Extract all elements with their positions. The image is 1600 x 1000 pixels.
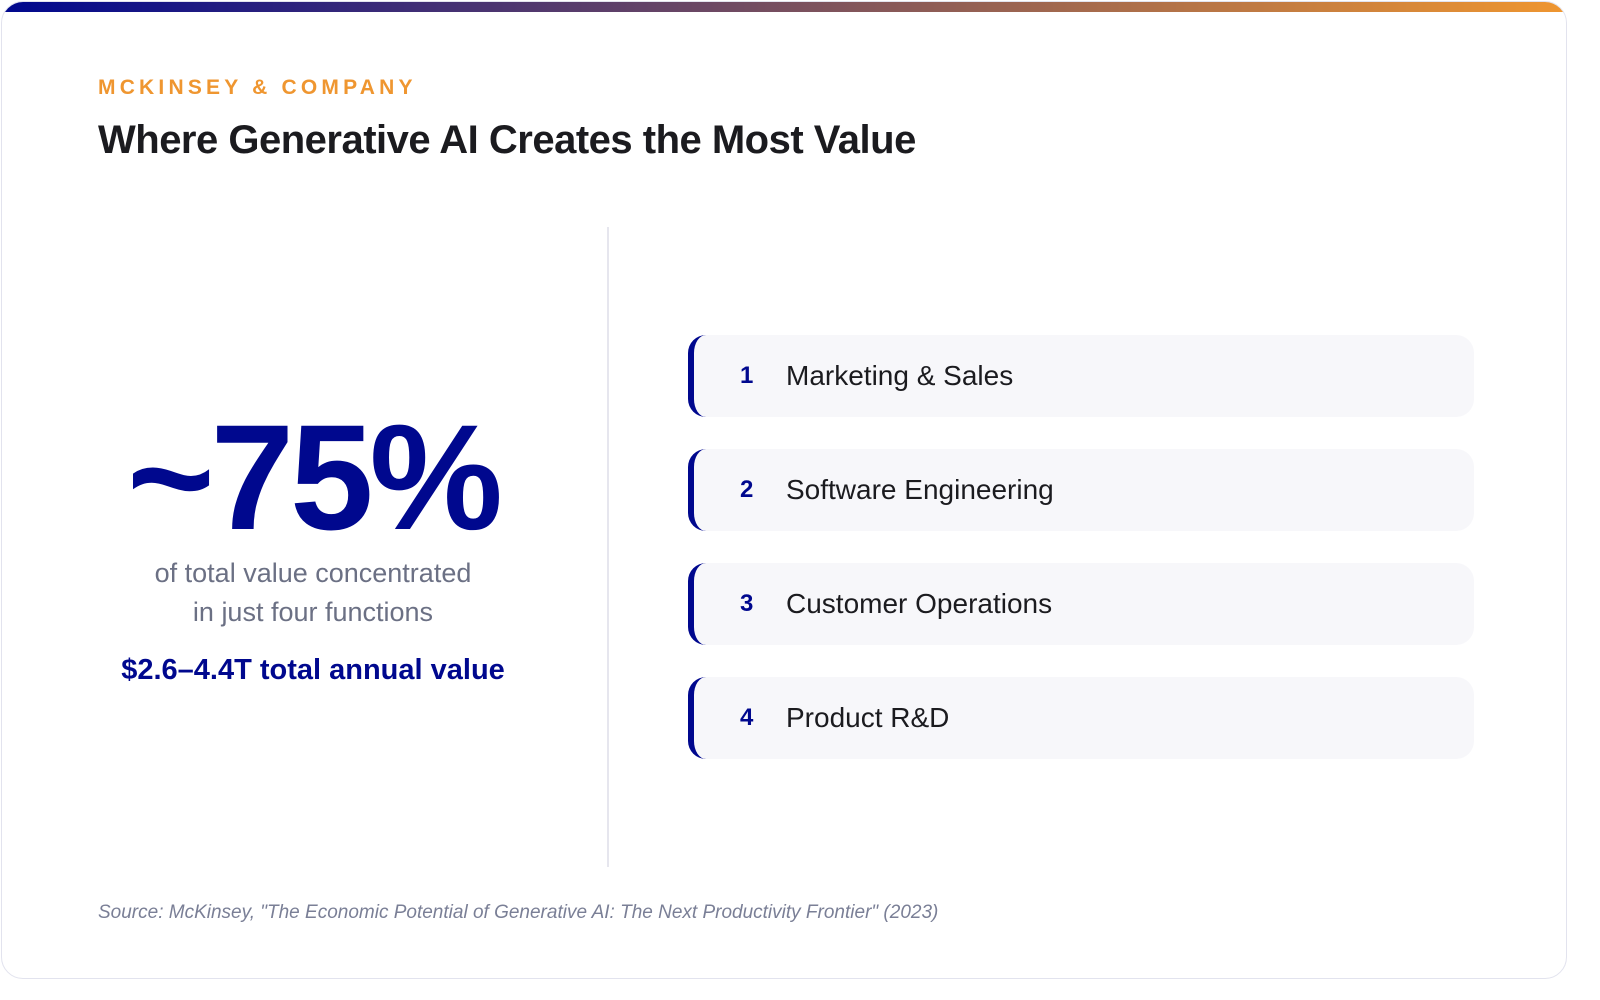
slide-card: MCKINSEY & COMPANY Where Generative AI C…	[1, 1, 1567, 979]
stat-description-line: in just four functions	[192, 597, 434, 627]
list-item: 3 Customer Operations	[688, 563, 1474, 645]
stat-description-line: of total value concentrated	[154, 558, 472, 588]
stat-value: ~75%	[127, 393, 503, 561]
item-rank: 4	[740, 704, 754, 731]
source-note: Source: McKinsey, "The Economic Potentia…	[98, 902, 939, 923]
item-label: Marketing & Sales	[786, 360, 1014, 391]
list-item: 4 Product R&D	[688, 677, 1474, 759]
item-label: Product R&D	[786, 702, 950, 733]
item-rank: 1	[740, 362, 754, 389]
kicker: MCKINSEY & COMPANY	[98, 76, 417, 99]
item-rank: 2	[740, 476, 754, 503]
divider	[607, 227, 609, 867]
stat-total: $2.6–4.4T total annual value	[121, 654, 505, 686]
page-title: Where Generative AI Creates the Most Val…	[98, 118, 916, 162]
item-rank: 3	[740, 590, 754, 617]
list-item: 1 Marketing & Sales	[688, 335, 1474, 417]
item-label: Software Engineering	[786, 474, 1054, 505]
list-item: 2 Software Engineering	[688, 449, 1474, 531]
stat-panel: ~75% of total value concentrated in just…	[98, 402, 528, 687]
function-list: 1 Marketing & Sales 2 Software Engineering…	[688, 335, 1474, 791]
stat-description: of total value concentrated in just four…	[98, 554, 528, 632]
gradient-accent-bar	[2, 2, 1566, 12]
item-label: Customer Operations	[786, 588, 1053, 619]
